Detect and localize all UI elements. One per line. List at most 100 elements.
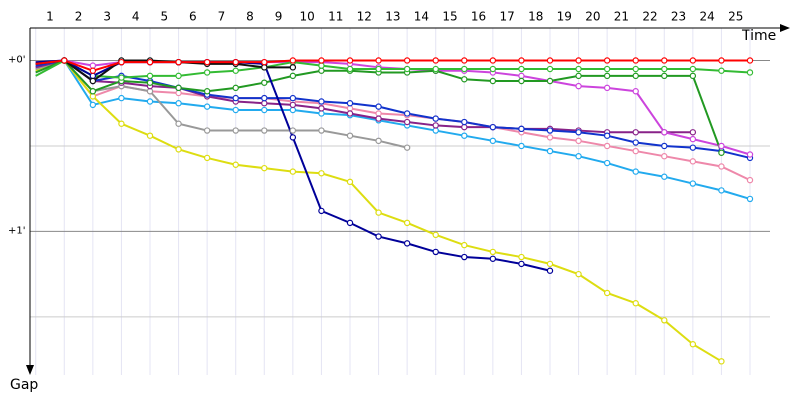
point [89, 72, 97, 80]
point [375, 110, 382, 117]
point [632, 57, 639, 64]
point [203, 58, 211, 66]
point [661, 173, 668, 180]
point [461, 123, 468, 131]
point [689, 158, 697, 165]
x-tick-label: 25 [728, 10, 743, 24]
point [289, 127, 297, 134]
point [661, 142, 668, 150]
point [432, 57, 439, 64]
x-tick-label: 11 [328, 10, 343, 24]
y-axis-label: Gap [10, 377, 38, 393]
point [261, 106, 268, 114]
point [118, 58, 125, 66]
point [346, 100, 354, 107]
point [375, 65, 382, 73]
x-tick-label: 18 [528, 10, 543, 24]
x-tick-label: 19 [557, 10, 572, 24]
point [232, 94, 239, 102]
point [575, 137, 582, 145]
point [261, 94, 268, 102]
point [375, 115, 382, 122]
point [146, 58, 154, 66]
x-tick-label: 16 [471, 10, 486, 24]
point [632, 168, 639, 175]
point [518, 142, 525, 150]
point [261, 100, 268, 107]
point [289, 134, 297, 141]
x-tick-label: 5 [160, 10, 168, 24]
point [461, 76, 468, 83]
point [403, 219, 411, 227]
point [403, 240, 411, 247]
point [689, 144, 697, 151]
point [489, 77, 497, 85]
point [575, 129, 582, 136]
point [689, 135, 697, 143]
point [489, 255, 497, 262]
x-tick-label: 22 [642, 10, 657, 24]
point [89, 77, 97, 85]
point [661, 72, 668, 80]
point [346, 178, 354, 186]
x-tick-label: 1 [46, 10, 54, 24]
point [461, 118, 468, 126]
point [175, 84, 182, 92]
point [518, 125, 525, 133]
point [661, 57, 668, 64]
point [489, 137, 497, 145]
point [603, 65, 611, 73]
point [718, 57, 725, 64]
series-line [35, 59, 751, 182]
point [461, 241, 468, 249]
x-tick-label: 10 [300, 10, 315, 24]
series-line [35, 59, 751, 79]
point [346, 219, 354, 227]
point [175, 100, 182, 107]
point [61, 57, 68, 64]
point [232, 127, 239, 134]
point [575, 72, 582, 80]
point [632, 300, 639, 307]
point [746, 151, 754, 158]
point [261, 127, 268, 134]
point [718, 187, 725, 194]
point [603, 142, 611, 150]
series-line [35, 59, 693, 134]
point [746, 176, 754, 184]
point [489, 65, 497, 73]
point [461, 65, 468, 73]
point [232, 67, 239, 74]
point [403, 57, 411, 64]
point [318, 110, 325, 117]
point [203, 103, 211, 110]
point [89, 67, 97, 74]
point [689, 129, 697, 136]
point [718, 358, 725, 365]
point [175, 120, 182, 127]
point [375, 233, 382, 240]
point [661, 317, 668, 324]
point [89, 88, 97, 95]
point [146, 98, 154, 105]
point [746, 57, 754, 64]
point [232, 58, 239, 66]
point [518, 77, 525, 85]
y-tick-label: +0' [8, 54, 26, 65]
point [289, 57, 297, 64]
point [289, 168, 297, 175]
point [261, 164, 268, 172]
point [261, 58, 268, 66]
point [146, 132, 154, 139]
point [718, 149, 725, 156]
point [261, 64, 268, 71]
point [432, 115, 439, 122]
point [689, 180, 697, 187]
point [289, 94, 297, 102]
point [546, 127, 554, 134]
point [518, 57, 525, 64]
series-line [35, 59, 751, 156]
point [461, 132, 468, 139]
point [203, 154, 211, 162]
